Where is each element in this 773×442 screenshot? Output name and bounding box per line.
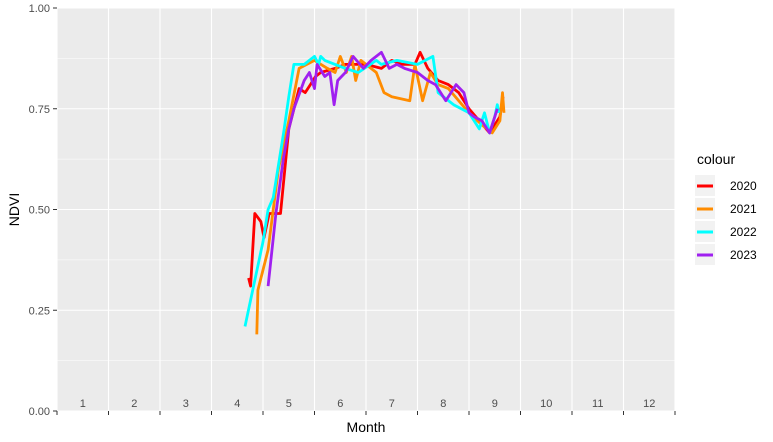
legend-title: colour xyxy=(697,151,735,167)
legend-label-2022: 2022 xyxy=(730,225,757,239)
x-axis-title: Month xyxy=(347,419,386,435)
legend-label-2020: 2020 xyxy=(730,179,757,193)
y-tick-label: 0.50 xyxy=(29,205,50,217)
y-axis-ticks: 0.00 0.25 0.50 0.75 1.00 xyxy=(29,3,57,418)
x-tick-label: 4 xyxy=(234,398,240,410)
x-axis-ticks: 1 2 3 4 5 6 7 8 9 10 11 12 xyxy=(56,398,676,415)
x-tick-label: 8 xyxy=(440,398,446,410)
x-tick-label: 3 xyxy=(183,398,189,410)
x-tick-label: 9 xyxy=(492,398,498,410)
legend-items: 2020 2021 2022 2023 xyxy=(695,175,757,265)
x-tick-label: 1 xyxy=(80,398,86,410)
x-tick-label: 6 xyxy=(337,398,343,410)
y-tick-label: 0.00 xyxy=(29,406,50,418)
series-lines xyxy=(243,50,506,335)
x-tick-label: 10 xyxy=(540,398,552,410)
y-tick-label: 0.75 xyxy=(29,104,50,116)
y-axis-title: NDVI xyxy=(6,193,22,226)
legend-label-2023: 2023 xyxy=(730,248,757,262)
series-line-2020 xyxy=(247,50,505,288)
x-tick-label: 11 xyxy=(592,398,603,410)
y-tick-label: 0.25 xyxy=(29,305,50,317)
x-tick-label: 12 xyxy=(643,398,655,410)
legend: colour 2020 2021 2022 2023 xyxy=(695,151,757,265)
y-tick-label: 1.00 xyxy=(29,3,50,15)
x-tick-label: 5 xyxy=(286,398,292,410)
series-line-2022 xyxy=(243,55,501,327)
x-tick-label: 2 xyxy=(131,398,137,410)
x-tick-label: 7 xyxy=(389,398,395,410)
series-line-2023 xyxy=(266,50,499,287)
legend-label-2021: 2021 xyxy=(730,202,757,216)
